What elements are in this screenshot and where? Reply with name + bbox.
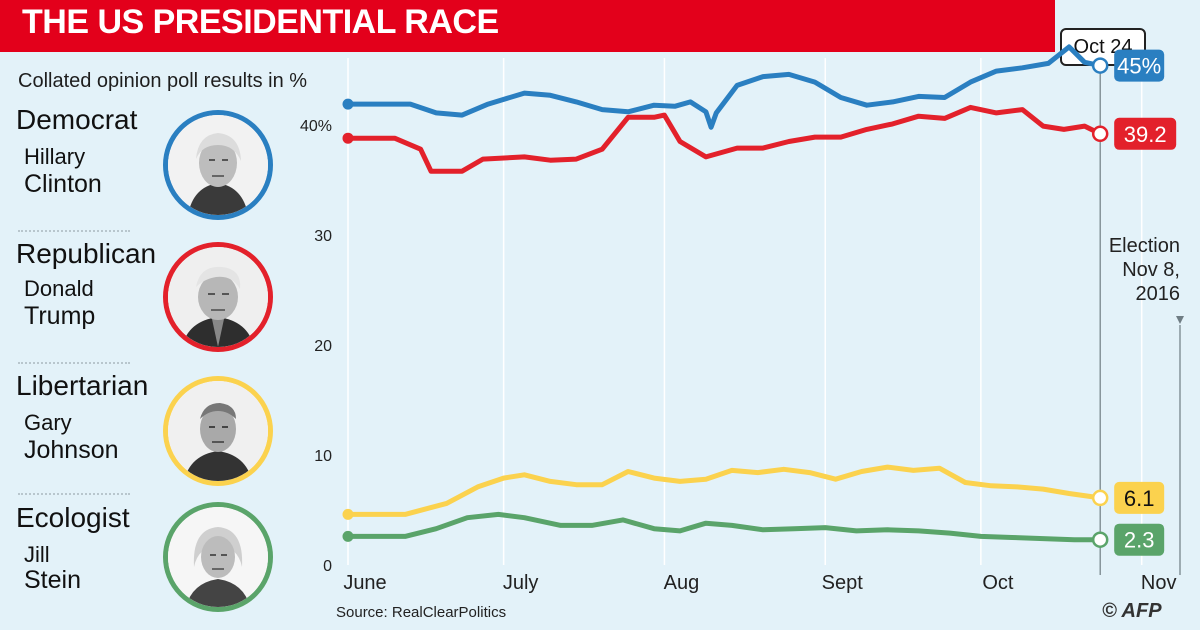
y-tick-label: 10: [314, 448, 332, 465]
series-line: [345, 464, 1103, 517]
series-start-dot: [342, 530, 354, 542]
election-arrow-icon: [1176, 316, 1184, 324]
candidate-party: Libertarian: [16, 370, 149, 401]
x-tick-label: Oct: [982, 572, 1014, 594]
x-tick-label: Sept: [822, 572, 864, 594]
end-value-badge: [1114, 523, 1165, 556]
series-start-dot: [342, 132, 354, 144]
end-value-badge: [1114, 481, 1165, 514]
candidate-democrat: Democrat Hillary Clinton: [0, 100, 300, 225]
end-value-label: 39.2: [1124, 122, 1167, 147]
series-end-marker: [1091, 125, 1109, 143]
candidate-last-name: Stein: [24, 566, 81, 594]
candidate-first-name: Gary: [24, 410, 72, 435]
y-tick-label: 20: [314, 338, 332, 355]
candidate-first-name: Hillary: [24, 144, 86, 169]
election-note-line: Election: [1109, 235, 1180, 257]
x-tick-label: Aug: [664, 572, 700, 594]
candidate-last-name: Johnson: [24, 436, 119, 464]
candidate-last-name: Trump: [24, 302, 96, 330]
candidate-first-name: Donald: [24, 276, 94, 301]
portrait-icon: [163, 242, 273, 352]
portrait-icon: [163, 502, 273, 612]
divider: [18, 230, 130, 232]
end-value-label: 2.3: [1124, 528, 1155, 553]
candidate-libertarian: Libertarian Gary Johnson: [0, 368, 300, 493]
candidate-party: Republican: [16, 238, 157, 269]
series-line: [345, 44, 1103, 130]
candidate-first-name: Jill: [24, 542, 50, 567]
series-end-marker: [1091, 57, 1109, 74]
page-title: THE US PRESIDENTIAL RACE: [22, 3, 499, 41]
election-note-line: 2016: [1136, 283, 1181, 305]
y-tick-label: 30: [314, 228, 332, 245]
candidate-party: Democrat: [16, 104, 138, 135]
series-line: [345, 511, 1103, 543]
end-value-label: 6.1: [1124, 486, 1155, 511]
end-value-badge: [1114, 49, 1165, 82]
y-tick-label: 40%: [300, 118, 332, 135]
divider: [18, 493, 130, 495]
candidate-party: Ecologist: [16, 502, 130, 533]
election-note-line: Nov 8,: [1122, 259, 1180, 281]
portrait-icon: [163, 376, 273, 486]
y-tick-label: 0: [323, 558, 332, 575]
x-tick-label: July: [503, 572, 539, 594]
series-end-marker: [1091, 531, 1109, 548]
end-value-badge: [1114, 117, 1177, 150]
series-end-marker: [1091, 489, 1109, 507]
candidate-last-name: Clinton: [24, 170, 102, 198]
series-line: [345, 104, 1103, 174]
series-start-dot: [342, 508, 354, 520]
candidate-republican: Republican Donald Trump: [0, 236, 300, 361]
x-tick-label: June: [343, 572, 386, 594]
source-note: Source: RealClearPolitics: [336, 604, 507, 621]
chart-subtitle: Collated opinion poll results in %: [18, 70, 308, 92]
divider: [18, 362, 130, 364]
afp-logo: © AFP: [1102, 600, 1162, 622]
portrait-icon: [163, 110, 273, 220]
candidate-ecologist: Ecologist Jill Stein: [0, 500, 300, 625]
x-tick-label: Nov: [1141, 572, 1177, 594]
title-bar: [0, 0, 1055, 52]
series-start-dot: [342, 98, 354, 110]
end-value-label: 45%: [1117, 54, 1161, 79]
